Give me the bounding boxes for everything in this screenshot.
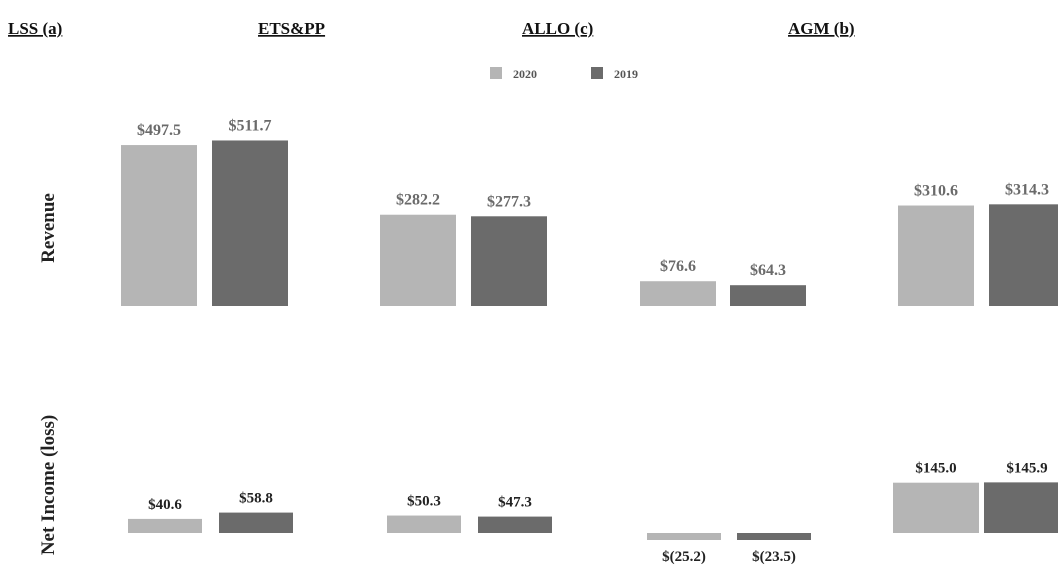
bar-net-income-loss-allo-c-2020 — [647, 533, 721, 540]
segment-header-agm-b: AGM (b) — [788, 19, 855, 38]
bar-net-income-loss-lss-a-2019 — [219, 512, 293, 533]
bar-revenue-allo-c-2019 — [730, 285, 806, 306]
bar-revenue-agm-b-2019 — [989, 204, 1058, 306]
value-label-net-income-loss-agm-b-2020: $145.0 — [915, 461, 956, 477]
value-label-net-income-loss-allo-c-2019: $(23.5) — [752, 549, 796, 565]
value-label-revenue-lss-a-2020: $497.5 — [137, 122, 181, 139]
value-label-net-income-loss-lss-a-2019: $58.8 — [239, 491, 273, 507]
bar-net-income-loss-ets-pp-2019 — [478, 516, 552, 533]
value-label-revenue-allo-c-2019: $64.3 — [750, 262, 786, 279]
value-label-net-income-loss-ets-pp-2019: $47.3 — [498, 495, 532, 511]
bar-net-income-loss-agm-b-2020 — [893, 482, 979, 533]
bar-net-income-loss-lss-a-2020 — [128, 518, 202, 533]
value-label-revenue-ets-pp-2019: $277.3 — [487, 193, 531, 210]
bar-revenue-allo-c-2020 — [640, 281, 716, 306]
value-label-net-income-loss-agm-b-2019: $145.9 — [1006, 460, 1047, 476]
segment-header-allo-c: ALLO (c) — [522, 19, 593, 38]
bar-revenue-ets-pp-2019 — [471, 216, 547, 306]
bar-revenue-ets-pp-2020 — [380, 214, 456, 306]
value-label-revenue-ets-pp-2020: $282.2 — [396, 192, 440, 209]
bar-net-income-loss-ets-pp-2020 — [387, 515, 461, 533]
row-label-net-income-loss: Net Income (loss) — [38, 415, 59, 555]
legend-swatch-2020 — [490, 67, 502, 79]
value-label-net-income-loss-allo-c-2020: $(25.2) — [662, 549, 706, 565]
value-label-revenue-lss-a-2019: $511.7 — [228, 117, 271, 134]
bar-revenue-lss-a-2020 — [121, 145, 197, 306]
segment-header-ets-pp: ETS&PP — [258, 19, 325, 38]
value-label-revenue-allo-c-2020: $76.6 — [660, 258, 696, 275]
legend-label-2020: 2020 — [513, 67, 537, 81]
row-label-revenue: Revenue — [38, 193, 59, 263]
bar-revenue-agm-b-2020 — [898, 205, 974, 306]
bar-net-income-loss-allo-c-2019 — [737, 533, 811, 540]
bar-revenue-lss-a-2019 — [212, 140, 288, 306]
value-label-revenue-agm-b-2019: $314.3 — [1005, 181, 1049, 198]
segment-header-lss-a: LSS (a) — [8, 19, 62, 38]
bar-net-income-loss-agm-b-2019 — [984, 482, 1058, 533]
legend-label-2019: 2019 — [614, 67, 638, 81]
value-label-net-income-loss-lss-a-2020: $40.6 — [148, 497, 182, 513]
value-label-net-income-loss-ets-pp-2020: $50.3 — [407, 494, 441, 510]
legend-swatch-2019 — [591, 67, 603, 79]
value-label-revenue-agm-b-2020: $310.6 — [914, 183, 958, 200]
